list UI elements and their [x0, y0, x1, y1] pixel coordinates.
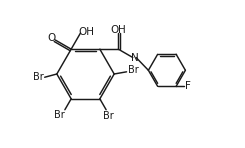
Text: N: N	[131, 53, 138, 63]
Text: O: O	[48, 33, 56, 43]
Text: H: H	[118, 25, 126, 35]
Text: Br: Br	[33, 72, 44, 82]
Text: Br: Br	[103, 111, 113, 121]
Text: Br: Br	[128, 65, 139, 75]
Text: Br: Br	[54, 110, 65, 120]
Text: F: F	[185, 81, 191, 91]
Text: OH: OH	[78, 27, 94, 37]
Text: O: O	[110, 25, 119, 35]
